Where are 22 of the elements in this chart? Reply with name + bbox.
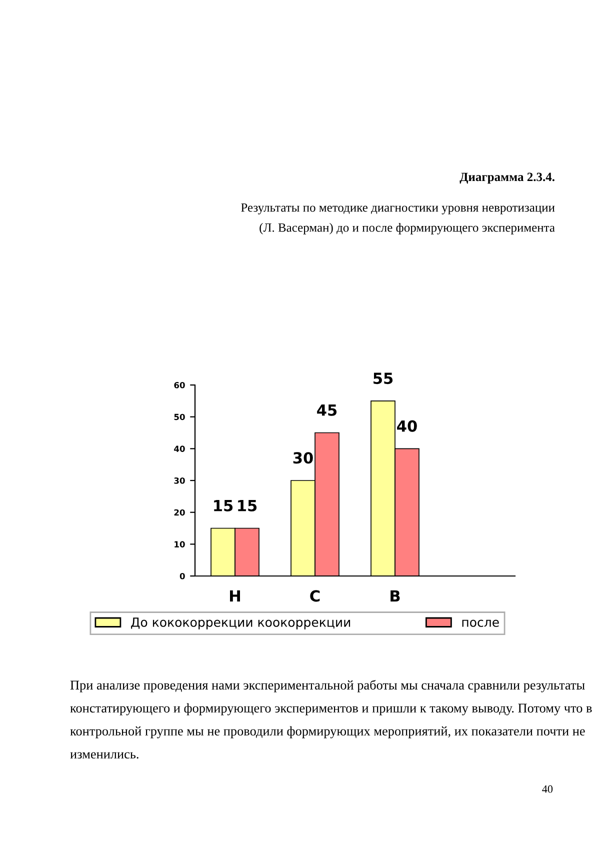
data-label: 15 — [214, 500, 233, 512]
data-label: 45 — [317, 404, 337, 416]
chart-title: Диаграмма 2.3.4. — [460, 172, 554, 184]
y-tick-label: 60 — [174, 382, 185, 388]
text: При анализе проведения нами экспериментальной работы мы сначала сравнили результаты констатирующего и формирующего экспериментов и пришли к такому выводу. Потому что в контрольной группе мы не проводили формирующих мероприятий, их показатели почти не изменились. — [70, 680, 592, 759]
y-tick-label: 50 — [174, 414, 185, 420]
legend-label: после — [462, 620, 499, 627]
data-label: 15 — [238, 500, 257, 512]
y-tick-label: 30 — [174, 477, 185, 484]
y-tick-label: 20 — [174, 509, 185, 516]
legend-label: До кококоррекции коокоррекции — [131, 618, 350, 630]
x-tick-label: С — [310, 590, 320, 602]
data-label: 55 — [374, 372, 393, 384]
text: 40 — [542, 785, 553, 793]
data-label: 30 — [293, 452, 313, 464]
y-tick-label: 10 — [174, 541, 185, 548]
x-tick-label: В — [390, 590, 400, 602]
chart-subtitle: Результаты по методике диагностики уровня невротизации (Л. Васерман) до и после формирующего эксперимента — [241, 203, 555, 234]
data-label: 40 — [397, 420, 417, 432]
x-tick-label: Н — [230, 590, 240, 602]
y-tick-label: 40 — [174, 446, 185, 452]
y-tick-label: 0 — [180, 572, 185, 580]
